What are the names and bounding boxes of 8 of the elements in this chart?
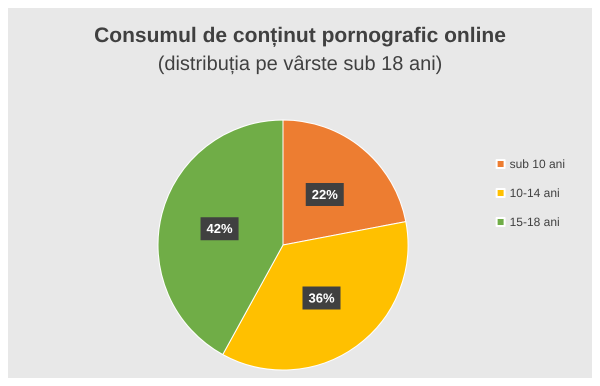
data-label: 22% (312, 187, 338, 202)
legend-label: 10-14 ani (510, 186, 560, 200)
data-label: 36% (308, 290, 335, 306)
legend-label: sub 10 ani (510, 157, 566, 171)
chart-title: Consumul de conținut pornografic online (94, 24, 506, 47)
legend-label: 15-18 ani (510, 215, 560, 229)
chart-subtitle: (distribuția pe vârste sub 18 ani) (158, 53, 442, 75)
data-label: 42% (206, 221, 233, 236)
